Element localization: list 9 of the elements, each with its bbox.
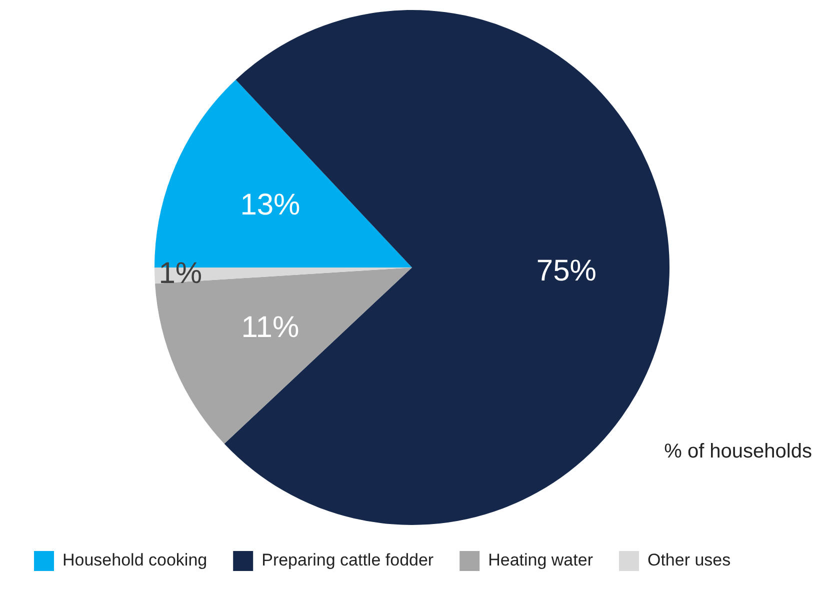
legend-label: Heating water (488, 550, 594, 570)
legend-label: Household cooking (62, 550, 208, 570)
data-label: 75% (536, 254, 596, 288)
legend-label: Preparing cattle fodder (262, 550, 434, 570)
text: % of households (664, 440, 812, 463)
data-label: 13% (240, 188, 300, 222)
legend-label: Other uses (647, 550, 731, 570)
data-label: 1% (158, 257, 202, 290)
data-label: 11% (241, 311, 300, 344)
